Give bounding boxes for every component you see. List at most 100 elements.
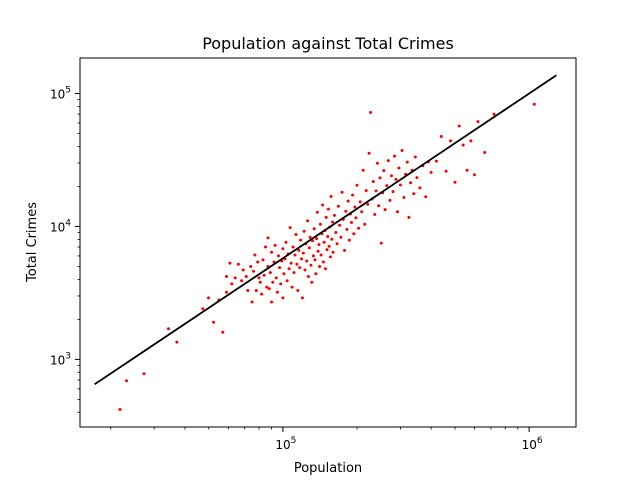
scatter-point [393,154,396,158]
scatter-point [357,226,361,230]
scatter-point [350,221,353,224]
scatter-point [175,340,179,344]
scatter-point [369,111,373,114]
scatter-point [308,235,312,239]
scatter-point [298,266,302,270]
scatter-point [396,210,399,214]
scatter-point [405,160,409,164]
scatter-point [358,200,362,204]
scatter-point [309,263,313,267]
scatter-point [241,268,245,272]
scatter-point [274,276,278,280]
scatter-point [307,246,311,250]
scatter-point [321,203,325,207]
scatter-point [265,285,269,289]
x-tick-label: 105 [275,436,296,452]
scatter-point [367,151,371,155]
scatter-point [270,300,274,304]
scatter-point [293,253,297,257]
scatter-point [385,184,389,188]
scatter-point [296,289,300,292]
scatter-point [330,237,334,241]
scatter-point [207,296,210,300]
scatter-point [299,238,303,242]
scatter-point [260,292,264,296]
scatter-point [301,251,305,255]
scatter-point [315,210,319,214]
scatter-point [249,265,253,268]
scatter-point [483,151,487,154]
scatter-point [353,205,357,209]
scatter-point [316,249,320,253]
scatter-point [230,282,234,286]
scatter-point [290,285,294,289]
scatter-point [469,139,473,143]
scatter-point [439,135,443,138]
scatter-point [415,176,419,180]
scatter-point [379,241,383,245]
scatter-point [418,186,422,190]
scatter-point [354,216,358,220]
scatter-point [344,209,348,213]
y-tick-label: 105 [50,86,71,102]
scatter-point [360,210,364,214]
scatter-point [282,272,286,276]
scatter-point [271,280,275,284]
scatter-point [339,235,343,239]
scatter-point [397,166,401,170]
scatter-point [407,215,411,219]
scatter-point [256,260,260,264]
scatter-point [383,208,387,212]
scatter-point [476,120,480,124]
scatter-point [336,204,340,208]
scatter-point [300,296,304,300]
scatter-point [311,254,315,258]
y-tick-label: 104 [50,218,71,234]
scatter-point [244,275,248,278]
scatter-point [325,248,329,252]
scatter-point [391,190,395,194]
scatter-point [326,235,330,238]
scatter-point [461,143,465,147]
scatter-point [306,275,310,278]
scatter-point [338,223,342,227]
scatter-point [371,180,375,183]
scatter-point [250,300,254,304]
scatter-point [340,190,344,194]
scatter-point [465,168,469,172]
scatter-point [314,272,318,276]
scatter-point [167,327,170,331]
plot-frame [79,57,577,428]
scatter-point [335,242,339,246]
scatter-point [374,189,378,193]
chart-title: Population against Total Crimes [202,34,454,53]
scatter-point [268,271,272,275]
scatter-point [346,199,350,203]
scatter-point [424,195,428,199]
scatter-point [324,215,328,219]
scatter-point [327,244,331,248]
scatter-point [324,267,327,271]
scatter-point [258,280,262,284]
scatter-point [409,181,413,185]
scatter-point [400,149,404,152]
scatter-point [532,102,536,106]
scatter-point [351,193,355,197]
scatter-point [317,243,321,247]
scatter-point [310,280,314,284]
scatter-point [378,176,382,180]
scatter-point [444,169,448,173]
scatter-point [305,259,309,263]
scatter-point [398,183,402,187]
scatter-point [295,262,299,266]
scatter-point [275,290,279,294]
scatter-point [343,248,346,252]
scatter-point [278,266,282,270]
scatter-point [333,213,336,217]
scatter-point [297,248,301,252]
ticks-layer: 105 106 103 104 105 [50,86,543,452]
points-layer [118,102,536,411]
scatter-point [366,202,370,206]
scatter-point [328,255,332,259]
